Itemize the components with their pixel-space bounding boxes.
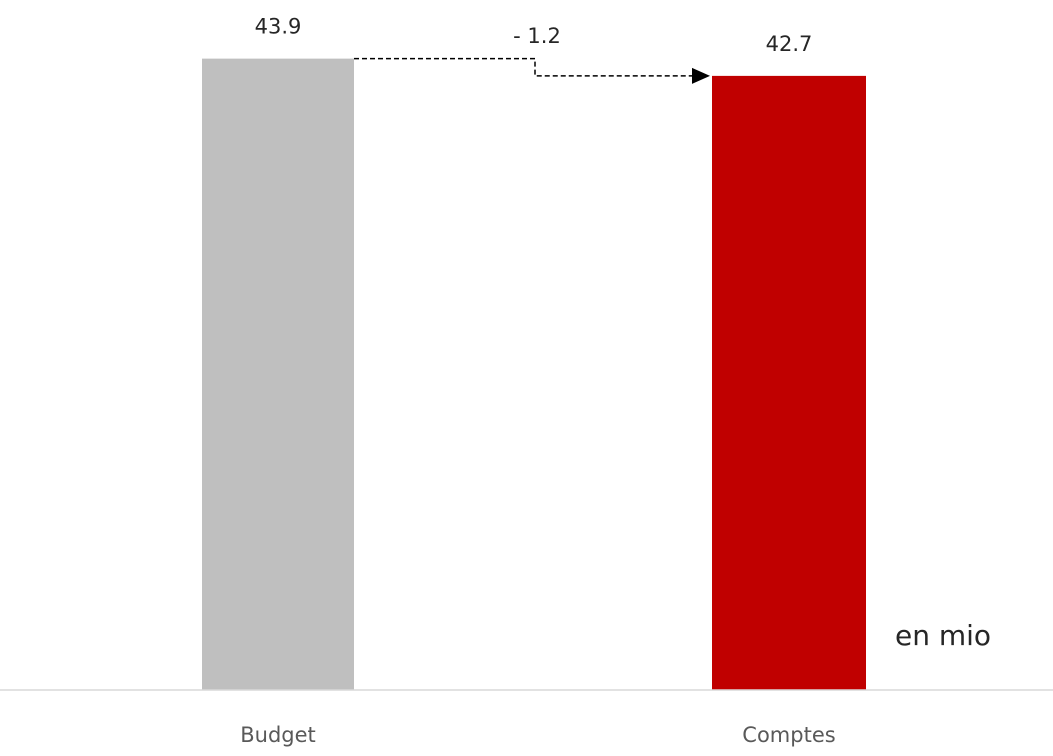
value-label-budget: 43.9 xyxy=(255,15,302,39)
category-label-budget: Budget xyxy=(240,723,316,747)
delta-connector: - 1.2 xyxy=(354,24,710,84)
value-label-comptes: 42.7 xyxy=(766,32,813,56)
bar-comptes xyxy=(712,75,866,691)
bar-budget xyxy=(202,58,354,691)
category-label-comptes: Comptes xyxy=(742,723,835,747)
labels-layer: 43.9 Budget 42.7 Comptes xyxy=(240,15,835,747)
delta-connector-line xyxy=(354,57,694,77)
bars-layer xyxy=(202,58,866,691)
unit-label: en mio xyxy=(895,619,991,652)
delta-label: - 1.2 xyxy=(513,24,561,48)
arrowhead-icon xyxy=(692,67,710,84)
